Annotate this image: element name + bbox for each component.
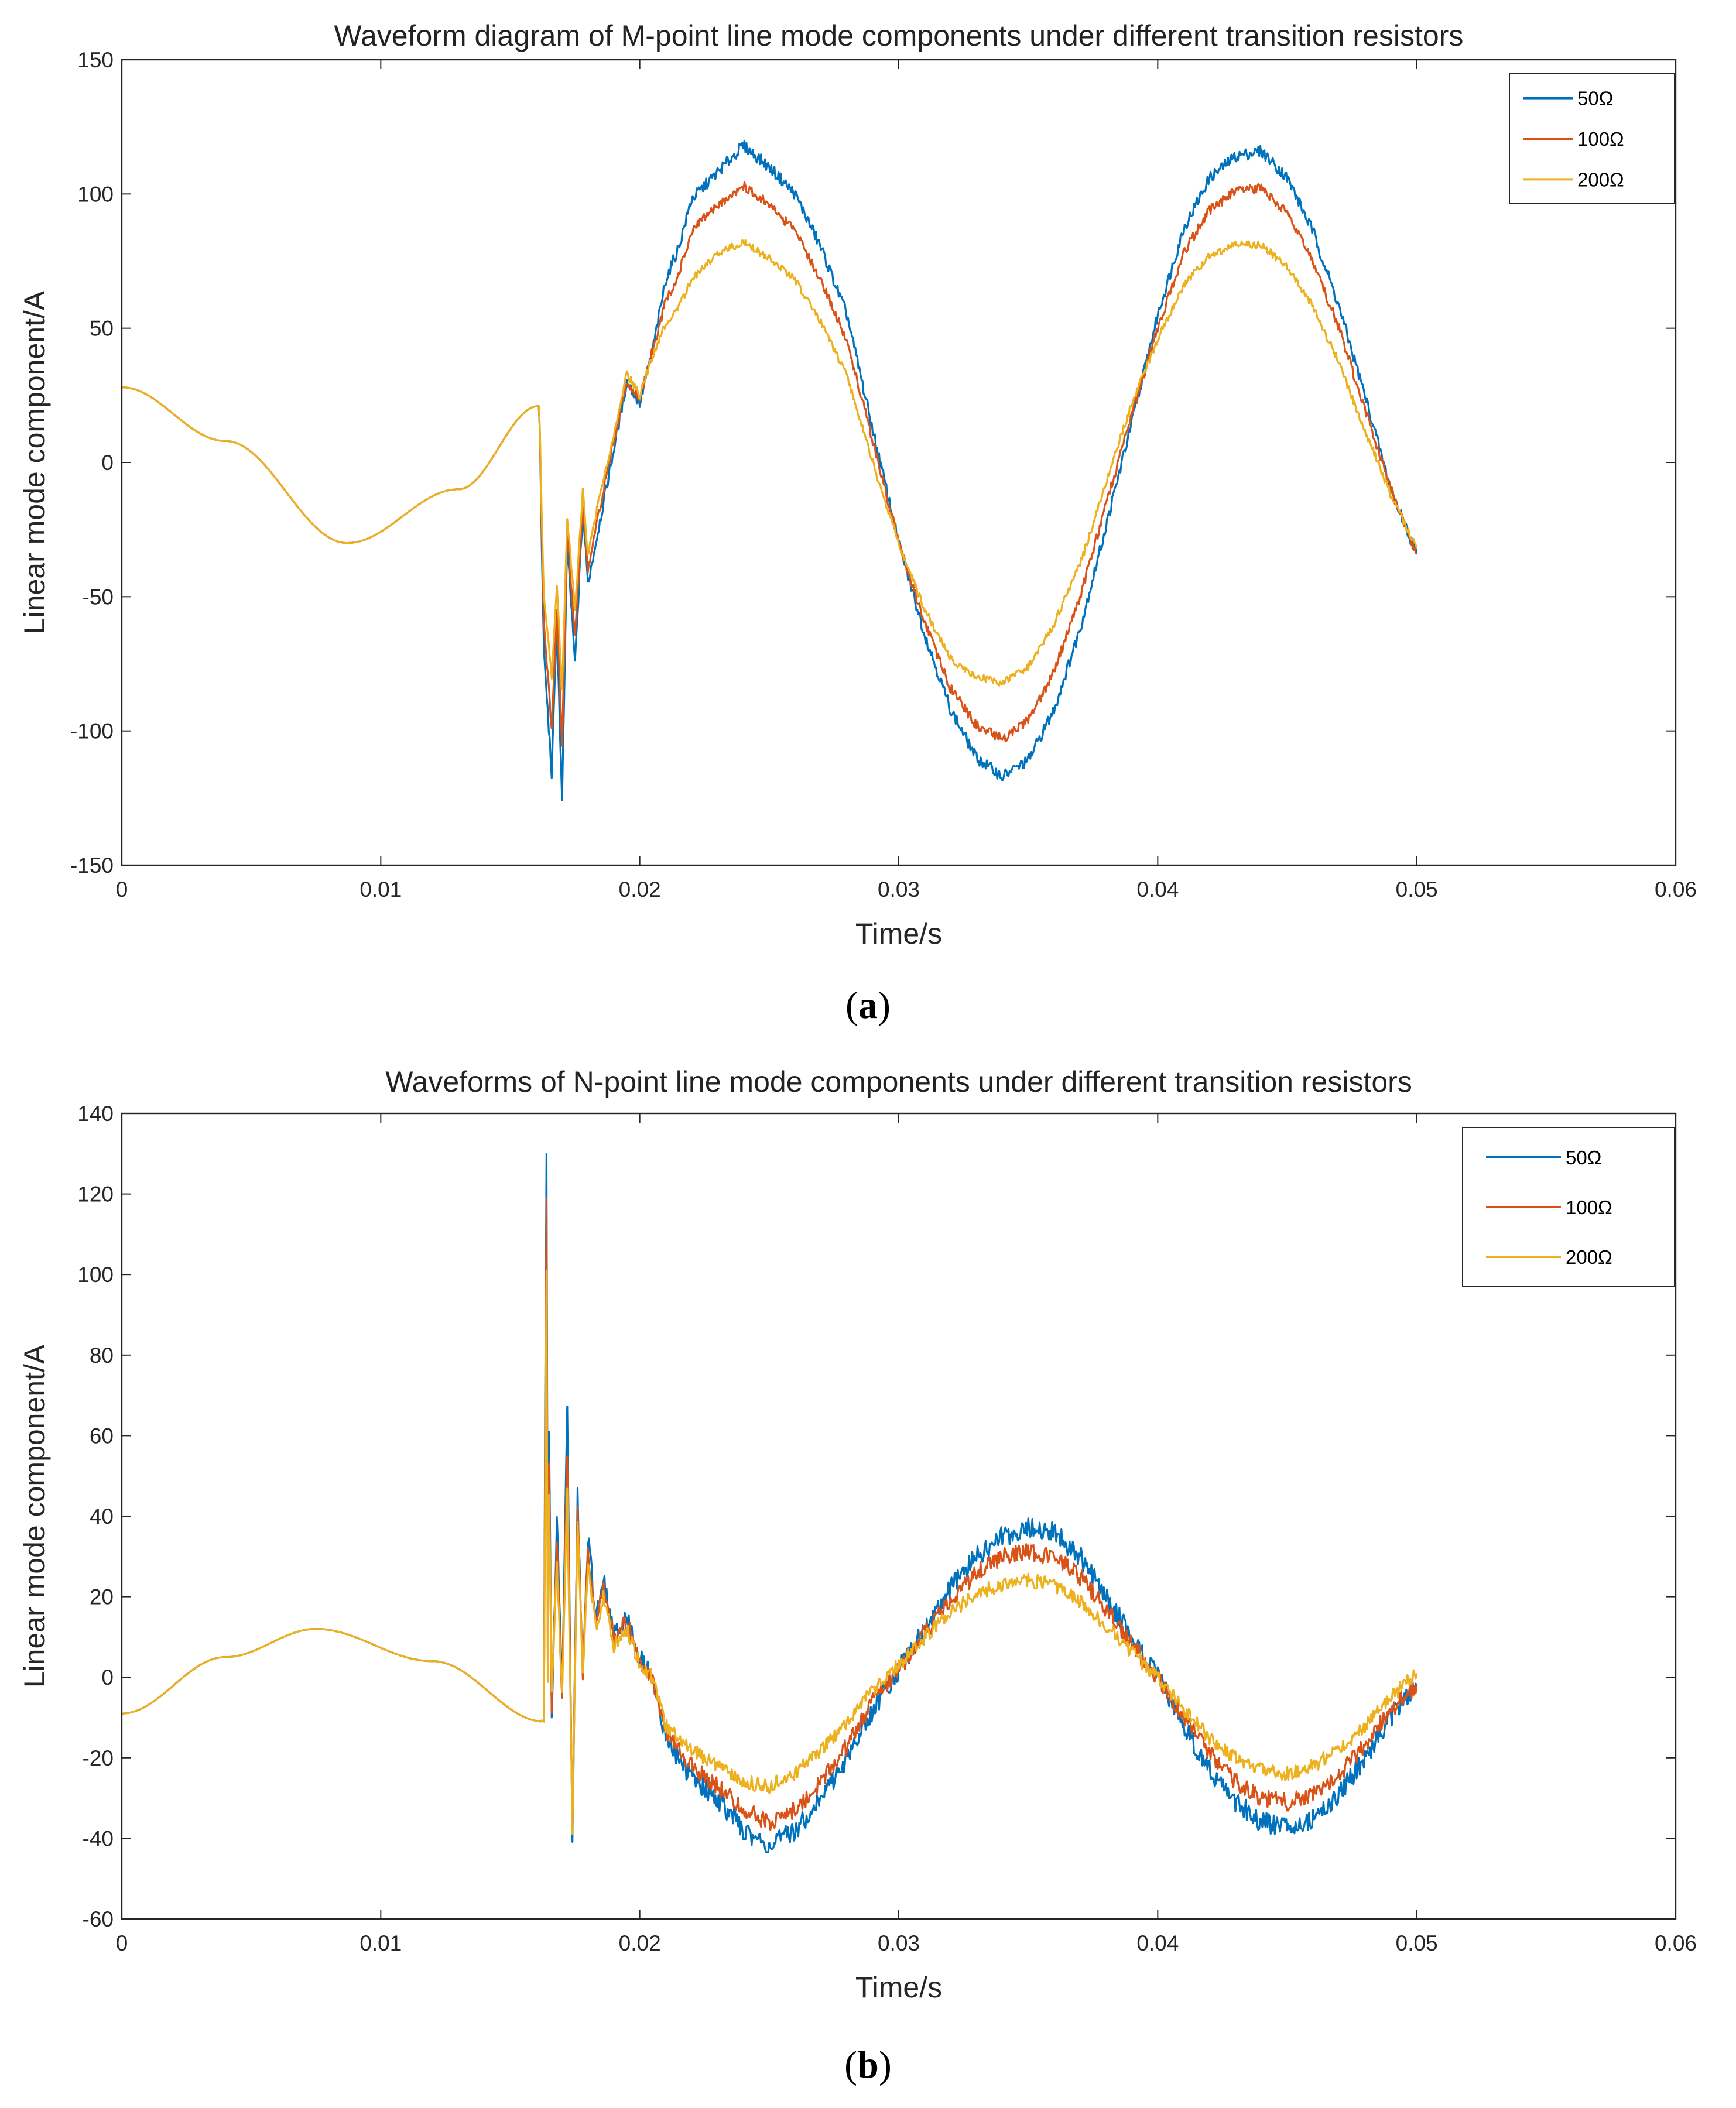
x-tick-label: 0 [116,878,128,902]
y-tick-label: 150 [77,48,114,72]
x-tick-label: 0.05 [1396,1931,1438,1955]
x-tick-label: 0 [116,1931,128,1955]
legend-label: 200Ω [1566,1246,1612,1268]
y-tick-label: -100 [70,719,114,743]
chart-title: Waveforms of N-point line mode component… [385,1065,1412,1098]
x-tick-label: 0.02 [619,1931,661,1955]
plot-area [122,60,1676,865]
legend-label: 100Ω [1577,128,1624,150]
y-tick-label: -60 [83,1907,114,1931]
legend-label: 50Ω [1566,1147,1601,1168]
chart-title: Waveform diagram of M-point line mode co… [334,19,1464,52]
x-tick-label: 0.06 [1655,878,1697,902]
caption-a: (a) [845,984,891,1027]
legend: 50Ω 100Ω 200Ω [1462,1127,1675,1287]
chart-b: Waveforms of N-point line mode component… [18,1065,1697,2004]
axes-frame [121,59,1677,866]
y-tick-label: 100 [77,1263,114,1287]
x-axis-label: Time/s [855,917,942,948]
axes-frame [121,1112,1677,1920]
y-tick-label: 60 [90,1424,114,1448]
y-tick-label: 40 [90,1504,114,1528]
legend-label: 100Ω [1566,1197,1612,1218]
x-tick-label: 0.03 [878,878,920,902]
caption-b: (b) [844,2044,892,2086]
x-tick-label: 0.01 [359,878,402,902]
x-tick-label: 0.02 [619,878,661,902]
y-tick-label: 140 [77,1102,114,1126]
y-tick-label: 50 [90,317,114,341]
y-tick-label: -50 [83,585,114,609]
y-tick-label: -150 [70,854,114,878]
y-tick-label: 120 [77,1182,114,1206]
legend-label: 50Ω [1577,88,1613,109]
x-tick-label: 0.01 [359,1931,402,1955]
series-line-200ohm [122,1269,1418,1835]
x-tick-label: 0.05 [1396,878,1438,902]
y-tick-label: -20 [83,1746,114,1770]
y-tick-label: 20 [90,1585,114,1609]
plot-area [122,1113,1676,1919]
y-axis-label: Linear mode component/A [18,290,51,634]
y-axis-label: Linear mode component/A [18,1344,51,1688]
chart-a: Waveform diagram of M-point line mode co… [18,19,1697,948]
x-tick-label: 0.06 [1655,1931,1697,1955]
series-line-200ohm [122,239,1418,691]
x-tick-label: 0.03 [878,1931,920,1955]
x-tick-label: 0.04 [1136,1931,1179,1955]
y-tick-label: 80 [90,1343,114,1367]
y-tick-label: 0 [101,1665,114,1689]
x-axis-label: Time/s [855,1971,942,2004]
x-tick-label: 0.04 [1136,878,1179,902]
y-tick-label: -40 [83,1826,114,1850]
y-tick-label: 0 [101,451,114,475]
y-tick-label: 100 [77,182,114,206]
legend-label: 200Ω [1577,169,1624,190]
legend: 50Ω 100Ω 200Ω [1509,73,1675,204]
